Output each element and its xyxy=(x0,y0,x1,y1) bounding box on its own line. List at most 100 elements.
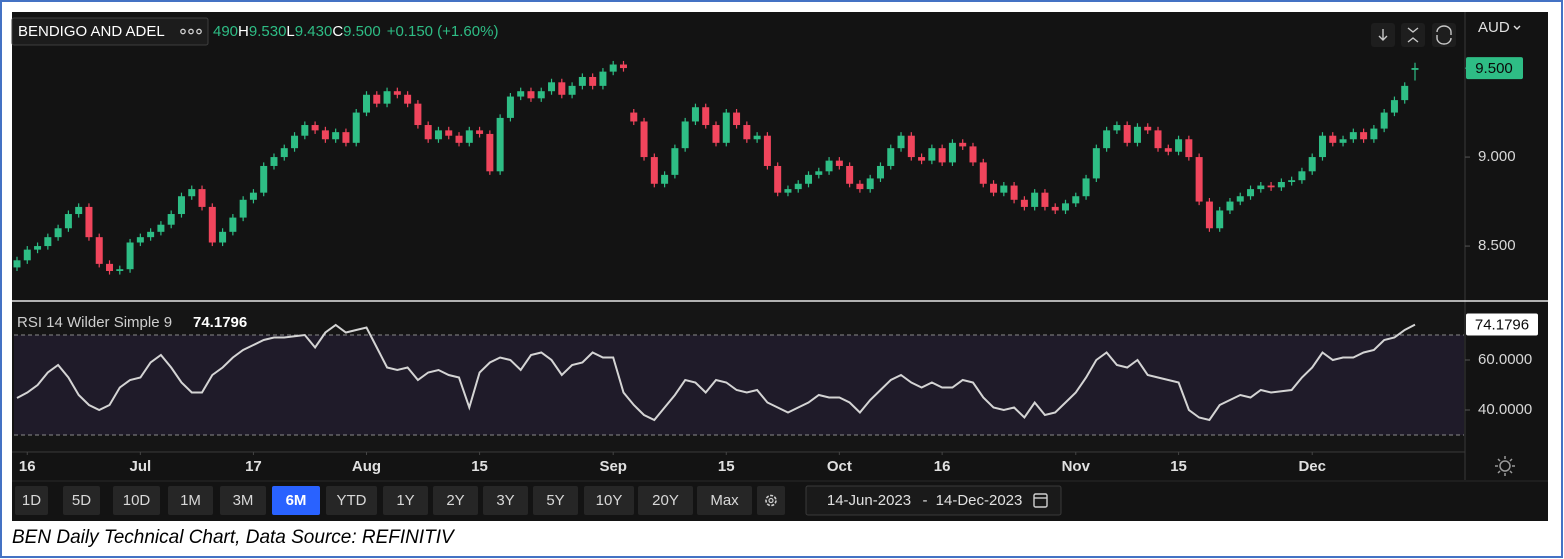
range-button[interactable]: 5D xyxy=(63,486,100,515)
range-button[interactable]: 20Y xyxy=(638,486,693,515)
range-button-bg[interactable] xyxy=(433,486,478,515)
range-button-label[interactable]: 5D xyxy=(72,492,91,509)
candle-body xyxy=(774,165,782,193)
range-button[interactable]: 6M xyxy=(272,486,320,515)
candle-body xyxy=(619,64,627,69)
range-settings-button[interactable] xyxy=(757,486,785,515)
range-button-label[interactable]: 5Y xyxy=(546,492,564,509)
candle-body xyxy=(85,206,93,238)
range-button-bg[interactable] xyxy=(113,486,160,515)
candle-body xyxy=(1164,148,1172,152)
range-button[interactable]: 10Y xyxy=(584,486,634,515)
x-tick-label: 17 xyxy=(245,458,262,475)
date-end[interactable]: 14-Dec-2023 xyxy=(936,492,1023,509)
range-button[interactable]: 10D xyxy=(113,486,160,515)
candle-body xyxy=(44,237,52,247)
candle-body xyxy=(712,125,720,143)
ohlc-readout: 490H9.530L9.430C9.500 +0.150 (+1.60%) xyxy=(213,23,498,40)
range-button[interactable]: 1Y xyxy=(383,486,428,515)
range-button-label[interactable]: 10D xyxy=(123,492,151,509)
candle-body xyxy=(1113,125,1121,131)
date-range[interactable]: 14-Jun-2023-14-Dec-2023 xyxy=(805,485,1062,516)
candle-body xyxy=(1380,112,1388,129)
rsi-value: 74.1796 xyxy=(193,314,247,331)
range-button-bg[interactable] xyxy=(638,486,693,515)
range-button[interactable]: 2Y xyxy=(433,486,478,515)
more-icon[interactable] xyxy=(180,28,202,35)
range-button-bg[interactable] xyxy=(697,486,752,515)
candle-body xyxy=(918,157,926,161)
range-button-label[interactable]: 3Y xyxy=(496,492,514,509)
candle-body xyxy=(856,183,864,190)
candle-body xyxy=(722,112,730,143)
rsi-value-tag-label: 74.1796 xyxy=(1475,317,1529,334)
range-button-bg[interactable] xyxy=(326,486,377,515)
range-button-label[interactable]: YTD xyxy=(337,492,367,509)
candle-body xyxy=(568,85,576,95)
candle-body xyxy=(702,107,710,126)
range-button[interactable]: 3Y xyxy=(483,486,528,515)
candle-body xyxy=(301,125,309,136)
candle-body xyxy=(805,174,813,184)
currency-chevron[interactable] xyxy=(1513,25,1521,30)
candle-body xyxy=(1010,185,1018,200)
range-button-label[interactable]: 10Y xyxy=(596,492,623,509)
range-button-label[interactable]: 3M xyxy=(233,492,254,509)
range-button-bg[interactable] xyxy=(483,486,528,515)
range-button-bg[interactable] xyxy=(220,486,266,515)
range-button-bg[interactable] xyxy=(272,486,320,515)
candle-body xyxy=(1360,132,1368,140)
x-tick-label: 15 xyxy=(718,458,735,475)
candle-body xyxy=(13,260,21,268)
range-button-bg[interactable] xyxy=(63,486,100,515)
rsi-value-tag xyxy=(1466,313,1538,336)
candle-body xyxy=(763,135,771,166)
range-button-label[interactable]: 20Y xyxy=(652,492,679,509)
rsi-title: RSI 14 Wilder Simple 9 xyxy=(17,314,172,331)
range-button[interactable]: 1D xyxy=(15,486,48,515)
range-settings-icon[interactable] xyxy=(765,494,777,507)
range-button[interactable]: YTD xyxy=(326,486,377,515)
candle-body xyxy=(106,263,114,271)
range-button[interactable]: 3M xyxy=(220,486,266,515)
candle-body xyxy=(537,91,545,99)
readout-close-label: C xyxy=(332,23,343,40)
candle-body xyxy=(167,214,175,225)
range-button-label[interactable]: Max xyxy=(710,492,739,509)
date-separator[interactable]: - xyxy=(923,492,928,509)
candle-body xyxy=(1062,203,1069,211)
range-button-label[interactable]: 1D xyxy=(22,492,41,509)
toolbar-icons[interactable] xyxy=(1371,23,1456,47)
range-button[interactable]: 5Y xyxy=(533,486,578,515)
calendar-icon[interactable] xyxy=(1033,493,1048,508)
date-start[interactable]: 14-Jun-2023 xyxy=(827,492,911,509)
range-button-label[interactable]: 1M xyxy=(180,492,201,509)
currency-selector[interactable]: AUD xyxy=(1478,19,1510,36)
range-settings-bg[interactable] xyxy=(757,486,785,515)
range-button[interactable]: 1M xyxy=(168,486,213,515)
range-button-bg[interactable] xyxy=(584,486,634,515)
last-price-label: 9.500 xyxy=(1475,60,1513,77)
candle-body xyxy=(506,96,514,118)
rsi-line xyxy=(16,323,1416,422)
range-button-bg[interactable] xyxy=(15,486,48,515)
candle-body xyxy=(835,160,843,166)
range-settings-icon-core[interactable] xyxy=(768,497,774,504)
candle-body xyxy=(352,112,360,143)
axis-settings-icon[interactable] xyxy=(1495,456,1515,476)
candle-body xyxy=(1092,148,1100,179)
candle-body xyxy=(34,246,42,250)
range-button-bg[interactable] xyxy=(168,486,213,515)
range-button-label[interactable]: 1Y xyxy=(396,492,414,509)
range-button-bg[interactable] xyxy=(383,486,428,515)
range-button-label[interactable]: 2Y xyxy=(446,492,464,509)
candle-body xyxy=(846,165,854,184)
date-range-box[interactable] xyxy=(805,485,1062,516)
range-button-bg[interactable] xyxy=(533,486,578,515)
candle-body xyxy=(609,64,617,72)
range-button-label[interactable]: 6M xyxy=(286,492,307,509)
range-button[interactable]: Max xyxy=(697,486,752,515)
title-box[interactable] xyxy=(11,17,209,46)
candle-body xyxy=(1329,135,1337,143)
candle-body xyxy=(578,76,586,86)
